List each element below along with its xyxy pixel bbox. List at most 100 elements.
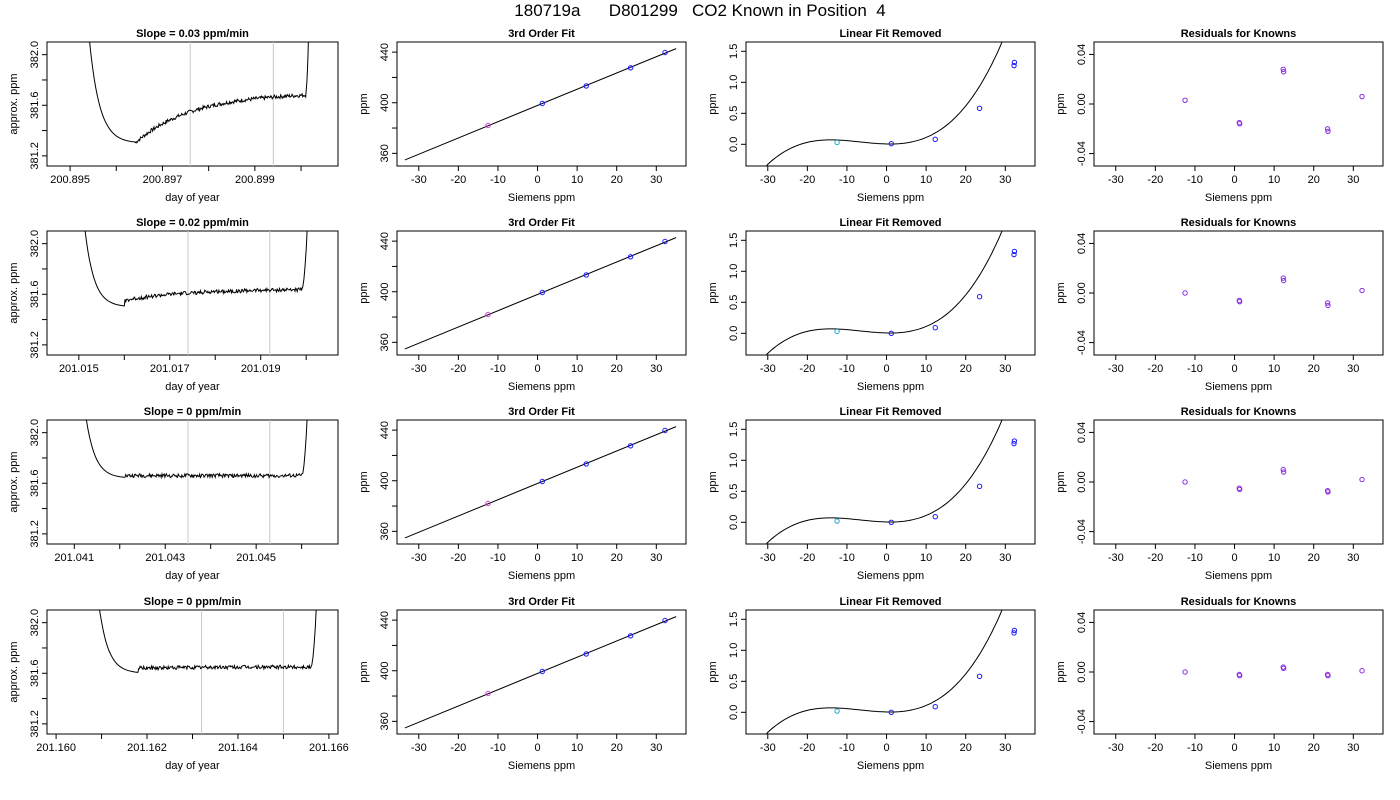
- residuals-panel-row-2: Residuals for Knowns -30 -20 -10 0 10 20 30 -0.0…: [1055, 217, 1384, 393]
- residual-point: [1325, 489, 1331, 495]
- x-axis-label: Siemens ppm: [508, 381, 575, 393]
- plot-frame: [745, 41, 1036, 167]
- x-axis-label: Siemens ppm: [508, 192, 575, 204]
- residual-point: [1325, 128, 1331, 134]
- data-point: [1011, 248, 1018, 255]
- y-tick-label: 400: [379, 94, 391, 112]
- x-tick-label: -30: [760, 552, 776, 564]
- data-point: [485, 122, 491, 129]
- x-tick-label: 201.041: [54, 552, 94, 564]
- residual-point: [1359, 668, 1365, 674]
- y-tick-label: -0.04: [1076, 709, 1088, 734]
- x-tick-label: 20: [960, 363, 972, 375]
- x-axis-label: Siemens ppm: [508, 570, 575, 582]
- data-point: [583, 651, 589, 657]
- plot-frame: [745, 419, 1036, 545]
- plot-title: Linear Fit Removed: [839, 596, 941, 608]
- x-axis-label: Siemens ppm: [857, 760, 924, 772]
- y-tick-label: 0.0: [728, 515, 740, 530]
- data-point: [627, 65, 634, 71]
- x-tick-label: -10: [1187, 363, 1203, 375]
- x-tick-label: -10: [490, 552, 506, 564]
- x-tick-label: 0: [1231, 742, 1237, 754]
- x-axis-label: Siemens ppm: [1205, 381, 1272, 393]
- x-tick-label: 10: [571, 363, 583, 375]
- x-tick-label: 20: [611, 742, 623, 754]
- y-axis-label: ppm: [707, 93, 719, 114]
- plot-frame: [46, 609, 339, 735]
- y-tick-label: 0.04: [1076, 233, 1088, 254]
- data-point: [1011, 440, 1017, 447]
- cubic-curve: [765, 610, 1003, 734]
- plot-title: 3rd Order Fit: [508, 406, 575, 418]
- fit-panel-row-4: 3rd Order Fit -30 -20 -10 0 10 20 30 360 400 440 Si…: [358, 596, 687, 772]
- plot-frame: [46, 419, 339, 545]
- y-axis-label: ppm: [1055, 282, 1067, 303]
- plot-frame: [745, 609, 1036, 735]
- data-point: [662, 238, 668, 245]
- x-tick-label: -10: [1187, 174, 1203, 186]
- x-tick-label: 30: [650, 174, 662, 186]
- x-tick-label: 201.164: [218, 742, 258, 754]
- x-axis-label: day of year: [165, 760, 220, 772]
- data-point: [539, 100, 545, 107]
- x-tick-label: 0: [1231, 552, 1237, 564]
- x-tick-label: 0: [1231, 174, 1237, 186]
- y-tick-label: 1.5: [728, 422, 740, 437]
- plot-title: 3rd Order Fit: [508, 217, 575, 229]
- data-point: [976, 294, 983, 300]
- x-tick-label: -30: [411, 174, 427, 186]
- y-tick-label: 1.0: [728, 75, 740, 90]
- x-tick-label: 20: [611, 552, 623, 564]
- plot-title: Slope = 0.03 ppm/min: [136, 28, 249, 40]
- data-point: [539, 289, 545, 296]
- y-tick-label: 400: [379, 283, 391, 301]
- cubic-curve: [765, 231, 1003, 355]
- y-tick-label: 381.2: [29, 520, 41, 548]
- x-tick-label: -30: [760, 742, 776, 754]
- data-point: [976, 483, 983, 490]
- x-tick-label: -30: [760, 363, 776, 375]
- plot-frame: [46, 230, 339, 356]
- data-point: [662, 427, 668, 434]
- linear-removed-panel-row-2: Linear Fit Removed -30 -20 -10 0 10 20 30 0.0 0.5…: [707, 217, 1036, 393]
- residual-point: [1359, 476, 1365, 483]
- y-tick-label: 381.6: [29, 659, 41, 687]
- residual-point: [1324, 126, 1331, 132]
- y-tick-label: 0.5: [728, 484, 740, 499]
- residuals-panel-row-1: Residuals for Knowns -30 -20 -10 0 10 20 30 -0.0…: [1055, 28, 1384, 204]
- y-tick-label: 1.5: [728, 44, 740, 59]
- y-tick-label: 382.0: [29, 230, 41, 258]
- x-tick-label: -30: [411, 552, 427, 564]
- y-tick-label: 0.0: [728, 137, 740, 152]
- data-point: [662, 49, 668, 56]
- x-tick-label: -20: [1147, 552, 1163, 564]
- x-tick-label: 30: [999, 363, 1011, 375]
- x-tick-label: 10: [571, 742, 583, 754]
- residual-point: [1280, 469, 1287, 475]
- residual-point: [1182, 290, 1188, 296]
- x-axis-label: Siemens ppm: [1205, 192, 1272, 204]
- x-tick-label: 10: [920, 174, 932, 186]
- y-tick-label: 1.0: [728, 264, 740, 279]
- y-tick-label: 0.00: [1076, 661, 1088, 682]
- plot-frame: [745, 230, 1036, 356]
- y-axis-label: approx. ppm: [8, 641, 20, 702]
- y-axis-label: ppm: [1055, 93, 1067, 114]
- x-tick-label: 20: [611, 363, 623, 375]
- x-axis-label: Siemens ppm: [857, 570, 924, 582]
- y-tick-label: 381.6: [29, 91, 41, 119]
- data-point: [1011, 62, 1017, 69]
- data-point: [583, 83, 589, 89]
- y-tick-label: 1.0: [728, 643, 740, 658]
- x-tick-label: -20: [799, 363, 815, 375]
- x-tick-label: -20: [450, 174, 466, 186]
- x-tick-label: -20: [1147, 742, 1163, 754]
- fit-panel-row-1: 3rd Order Fit -30 -20 -10 0 10 20 30 360 400 440 Si…: [358, 28, 687, 204]
- y-tick-label: 381.2: [29, 710, 41, 738]
- data-point: [539, 668, 545, 675]
- trace-panel-row-1: Slope = 0.03 ppm/min 200.895 200.897 200.89…: [8, 28, 339, 204]
- y-tick-label: 0.5: [728, 295, 740, 310]
- x-tick-label: -10: [490, 174, 506, 186]
